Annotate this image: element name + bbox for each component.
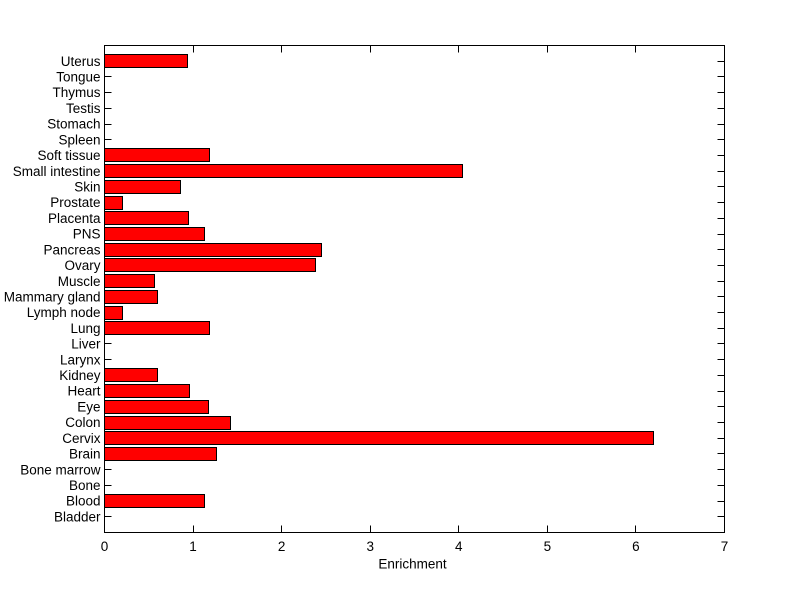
svg-text:Lymph node: Lymph node [27, 305, 101, 320]
svg-text:Colon: Colon [65, 415, 100, 430]
svg-text:Bladder: Bladder [54, 509, 101, 524]
svg-text:Larynx: Larynx [60, 352, 101, 367]
svg-text:5: 5 [544, 539, 552, 554]
svg-text:Bone marrow: Bone marrow [20, 462, 101, 477]
svg-text:Enrichment: Enrichment [378, 557, 447, 572]
svg-text:Mammary gland: Mammary gland [4, 289, 101, 304]
svg-text:Skin: Skin [74, 179, 100, 194]
svg-text:Stomach: Stomach [47, 117, 100, 132]
svg-text:3: 3 [366, 539, 374, 554]
svg-text:Soft tissue: Soft tissue [37, 148, 100, 163]
svg-text:Liver: Liver [71, 337, 101, 352]
svg-text:4: 4 [455, 539, 463, 554]
svg-text:Testis: Testis [66, 101, 101, 116]
svg-text:Small intestine: Small intestine [13, 164, 101, 179]
svg-text:Spleen: Spleen [58, 132, 100, 147]
svg-text:Ovary: Ovary [64, 258, 100, 273]
svg-text:6: 6 [632, 539, 640, 554]
svg-text:Pancreas: Pancreas [43, 242, 100, 257]
svg-text:Placenta: Placenta [48, 211, 101, 226]
svg-text:Kidney: Kidney [59, 368, 101, 383]
svg-text:Uterus: Uterus [61, 54, 101, 69]
svg-text:Cervix: Cervix [62, 431, 101, 446]
svg-text:Blood: Blood [66, 494, 101, 509]
svg-text:Lung: Lung [70, 321, 100, 336]
svg-text:Heart: Heart [67, 384, 100, 399]
svg-text:1: 1 [189, 539, 197, 554]
svg-text:Tongue: Tongue [56, 70, 100, 85]
svg-text:Eye: Eye [77, 399, 100, 414]
svg-text:Brain: Brain [69, 447, 101, 462]
svg-text:Bone: Bone [69, 478, 101, 493]
svg-text:7: 7 [721, 539, 729, 554]
svg-text:Prostate: Prostate [50, 195, 100, 210]
svg-text:Muscle: Muscle [58, 274, 101, 289]
svg-text:0: 0 [101, 539, 109, 554]
svg-text:PNS: PNS [73, 227, 101, 242]
svg-text:2: 2 [278, 539, 286, 554]
svg-text:Thymus: Thymus [52, 85, 100, 100]
